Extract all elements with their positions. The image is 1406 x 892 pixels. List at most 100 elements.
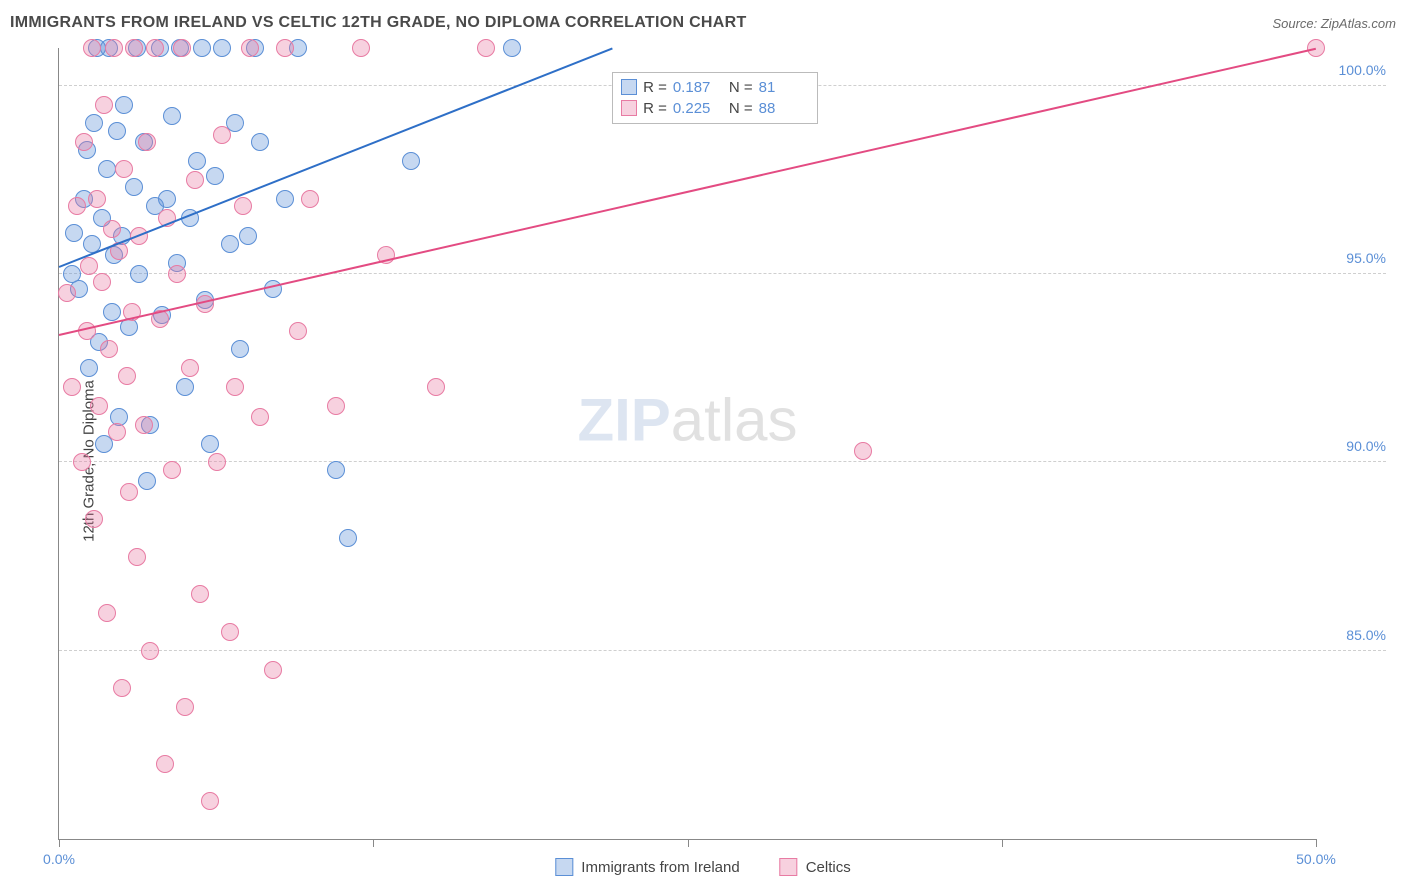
y-tick-label: 90.0% <box>1326 438 1386 454</box>
legend-n-value: 88 <box>759 100 809 117</box>
scatter-point-celtics <box>226 378 244 396</box>
scatter-point-immigrants <box>176 378 194 396</box>
scatter-point-immigrants <box>80 359 98 377</box>
scatter-point-celtics <box>100 340 118 358</box>
scatter-point-celtics <box>201 792 219 810</box>
scatter-point-celtics <box>477 39 495 57</box>
scatter-point-immigrants <box>276 190 294 208</box>
scatter-point-celtics <box>83 39 101 57</box>
legend-n-label: N = <box>729 100 753 117</box>
scatter-point-celtics <box>73 453 91 471</box>
gridline-h <box>59 650 1386 651</box>
scatter-point-immigrants <box>103 303 121 321</box>
legend-swatch <box>621 79 637 95</box>
scatter-point-celtics <box>191 585 209 603</box>
scatter-point-celtics <box>156 755 174 773</box>
scatter-point-immigrants <box>115 96 133 114</box>
scatter-point-immigrants <box>98 160 116 178</box>
scatter-point-celtics <box>854 442 872 460</box>
y-tick-label: 95.0% <box>1326 250 1386 266</box>
scatter-point-celtics <box>58 284 76 302</box>
scatter-point-celtics <box>276 39 294 57</box>
scatter-point-immigrants <box>213 39 231 57</box>
scatter-point-celtics <box>138 133 156 151</box>
scatter-point-celtics <box>251 408 269 426</box>
gridline-h <box>59 461 1386 462</box>
scatter-point-immigrants <box>206 167 224 185</box>
scatter-point-celtics <box>173 39 191 57</box>
gridline-h <box>59 273 1386 274</box>
scatter-point-immigrants <box>125 178 143 196</box>
scatter-point-celtics <box>68 197 86 215</box>
legend-row-celtics: R = 0.225 N = 88 <box>621 98 809 119</box>
legend-r-label: R = <box>643 79 667 96</box>
scatter-point-celtics <box>213 126 231 144</box>
scatter-point-celtics <box>85 510 103 528</box>
x-tick-label: 50.0% <box>1296 851 1336 867</box>
scatter-point-immigrants <box>231 340 249 358</box>
scatter-point-celtics <box>241 39 259 57</box>
x-tick <box>688 839 689 847</box>
scatter-point-celtics <box>115 160 133 178</box>
chart-source: Source: ZipAtlas.com <box>1272 16 1396 31</box>
legend-row-immigrants: R = 0.187 N = 81 <box>621 77 809 98</box>
scatter-point-immigrants <box>221 235 239 253</box>
legend-r-value: 0.187 <box>673 79 723 96</box>
watermark: ZIPatlas <box>577 385 797 454</box>
legend-swatch <box>621 100 637 116</box>
scatter-point-celtics <box>427 378 445 396</box>
scatter-point-celtics <box>234 197 252 215</box>
scatter-point-celtics <box>208 453 226 471</box>
y-tick-label: 85.0% <box>1326 627 1386 643</box>
regression-line-immigrants <box>59 48 613 268</box>
scatter-point-celtics <box>125 39 143 57</box>
scatter-point-celtics <box>301 190 319 208</box>
scatter-point-celtics <box>289 322 307 340</box>
x-tick <box>373 839 374 847</box>
scatter-point-celtics <box>118 367 136 385</box>
scatter-point-celtics <box>80 257 98 275</box>
scatter-point-immigrants <box>503 39 521 57</box>
x-tick <box>1002 839 1003 847</box>
scatter-point-celtics <box>163 461 181 479</box>
scatter-point-celtics <box>128 548 146 566</box>
scatter-point-celtics <box>75 133 93 151</box>
scatter-point-celtics <box>141 642 159 660</box>
scatter-point-celtics <box>113 679 131 697</box>
scatter-point-celtics <box>93 273 111 291</box>
chart-header: IMMIGRANTS FROM IRELAND VS CELTIC 12TH G… <box>10 8 1396 38</box>
scatter-point-immigrants <box>188 152 206 170</box>
scatter-point-immigrants <box>402 152 420 170</box>
scatter-point-immigrants <box>193 39 211 57</box>
scatter-point-celtics <box>135 416 153 434</box>
scatter-point-immigrants <box>327 461 345 479</box>
scatter-point-celtics <box>63 378 81 396</box>
scatter-point-celtics <box>181 359 199 377</box>
x-tick-label: 0.0% <box>43 851 75 867</box>
scatter-point-immigrants <box>138 472 156 490</box>
scatter-point-celtics <box>264 661 282 679</box>
legend-r-label: R = <box>643 100 667 117</box>
legend-r-value: 0.225 <box>673 100 723 117</box>
legend-swatch <box>555 858 573 876</box>
scatter-point-celtics <box>90 397 108 415</box>
chart-title: IMMIGRANTS FROM IRELAND VS CELTIC 12TH G… <box>10 14 747 32</box>
scatter-point-celtics <box>98 604 116 622</box>
y-tick-label: 100.0% <box>1326 62 1386 78</box>
legend-label: Celtics <box>806 859 851 876</box>
scatter-point-celtics <box>327 397 345 415</box>
legend-n-value: 81 <box>759 79 809 96</box>
legend-swatch <box>780 858 798 876</box>
scatter-point-celtics <box>352 39 370 57</box>
legend-label: Immigrants from Ireland <box>581 859 739 876</box>
scatter-point-celtics <box>176 698 194 716</box>
legend-n-label: N = <box>729 79 753 96</box>
chart-area: 12th Grade, No Diploma ZIPatlas 85.0%90.… <box>10 40 1396 882</box>
scatter-point-immigrants <box>163 107 181 125</box>
scatter-point-celtics <box>186 171 204 189</box>
scatter-point-celtics <box>88 190 106 208</box>
scatter-point-immigrants <box>108 122 126 140</box>
x-tick <box>1316 839 1317 847</box>
scatter-point-immigrants <box>85 114 103 132</box>
scatter-point-immigrants <box>251 133 269 151</box>
